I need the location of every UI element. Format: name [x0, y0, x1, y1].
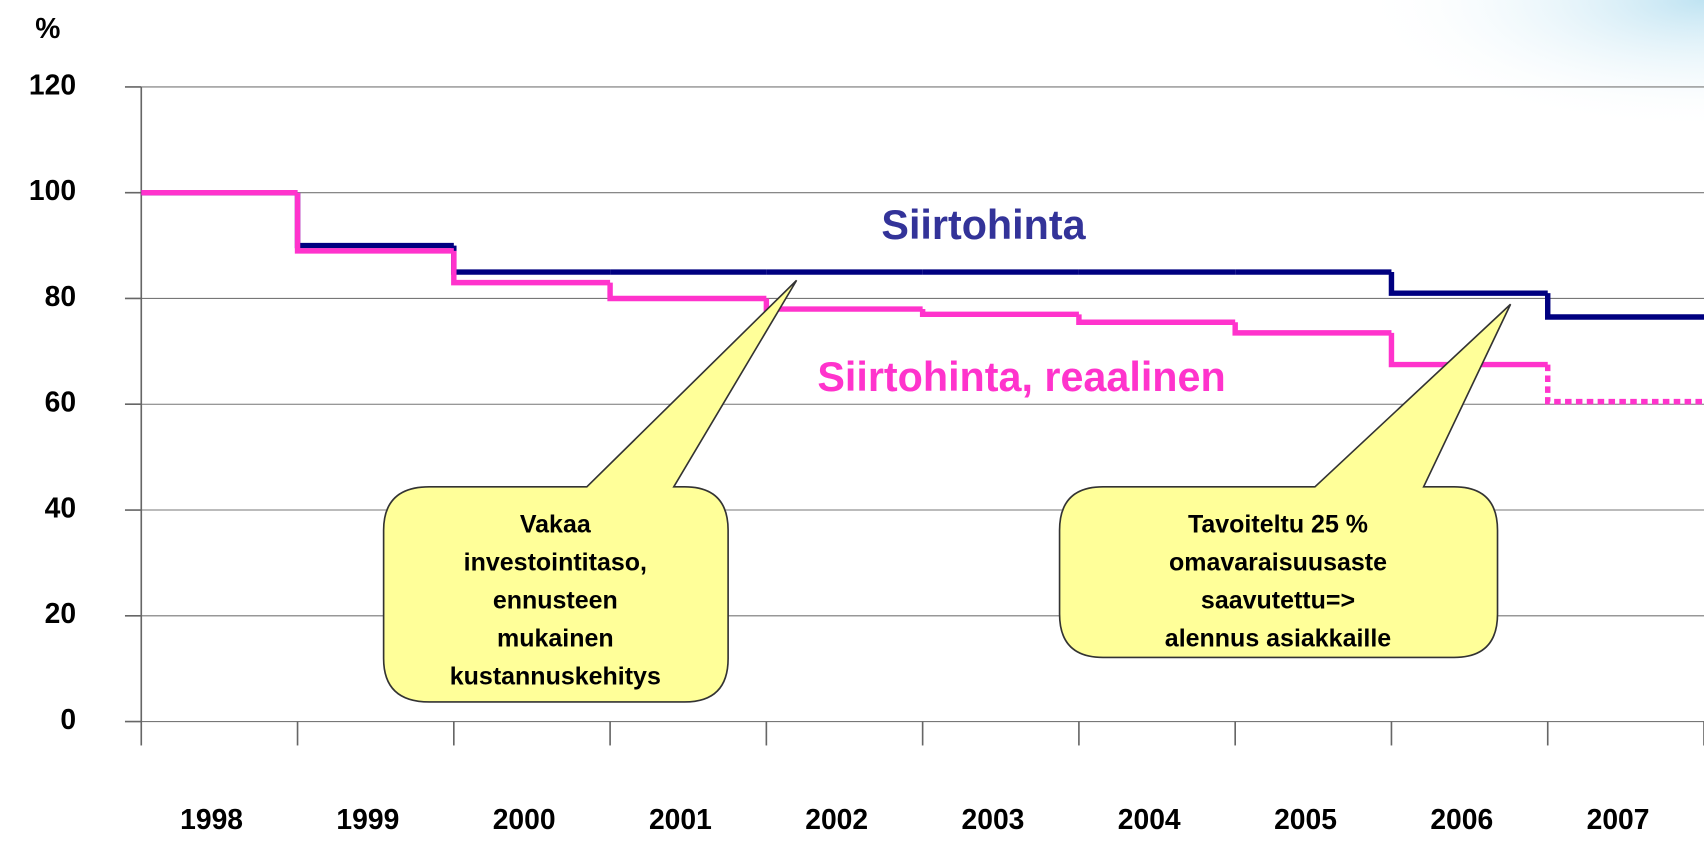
y-axis-label: % — [35, 12, 60, 44]
x-tick-label: 2002 — [805, 803, 868, 835]
step-segment — [451, 250, 611, 286]
x-tick-label: 1998 — [180, 803, 243, 835]
step-segment — [919, 309, 1079, 318]
y-tick-label: 80 — [45, 280, 76, 312]
y-tick-label: 100 — [29, 174, 76, 206]
step-segment — [294, 192, 454, 254]
y-tick-label: 20 — [45, 597, 76, 629]
x-tick-label: 2003 — [962, 803, 1025, 835]
series-label: Siirtohinta — [881, 202, 1086, 248]
x-tick-label: 2000 — [493, 803, 556, 835]
y-tick-label: 40 — [45, 491, 76, 523]
y-tick-label: 120 — [29, 68, 76, 100]
callout-text: ennusteen — [493, 587, 618, 615]
callout-text: kustannuskehitys — [450, 663, 661, 691]
x-tick-label: 2006 — [1430, 803, 1493, 835]
x-tick-label: 2004 — [1118, 803, 1181, 835]
step-segment — [607, 282, 767, 302]
callout-text: alennus asiakkaille — [1165, 625, 1391, 653]
series-label: Siirtohinta, reaalinen — [817, 354, 1225, 400]
callout-text: Tavoiteltu 25 % — [1188, 511, 1368, 539]
x-tick-label: 2007 — [1587, 803, 1650, 835]
step-segment — [1545, 293, 1704, 320]
step-segment — [1232, 322, 1392, 336]
callout-text: saavutettu=> — [1201, 587, 1355, 615]
step-segment — [763, 298, 923, 312]
background-decoration — [1358, 0, 1704, 131]
y-tick-label: 0 — [60, 703, 76, 735]
step-segment — [451, 245, 611, 275]
callout-text: Vakaa — [520, 511, 592, 539]
step-segment — [294, 192, 454, 249]
step-segment — [1076, 314, 1236, 325]
callout-box — [1058, 303, 1512, 659]
callout-text: investointitaso, — [464, 549, 647, 577]
step-segment — [1545, 364, 1704, 405]
callout-text: omavaraisuusaste — [1169, 549, 1387, 577]
x-tick-label: 2005 — [1274, 803, 1337, 835]
x-tick-label: 2001 — [649, 803, 712, 835]
step-segment — [1388, 332, 1548, 368]
callout-box — [382, 279, 798, 703]
x-tick-label: 1999 — [336, 803, 399, 835]
callout-text: mukainen — [497, 625, 614, 653]
y-tick-label: 60 — [45, 386, 76, 418]
step-segment — [1388, 272, 1548, 296]
